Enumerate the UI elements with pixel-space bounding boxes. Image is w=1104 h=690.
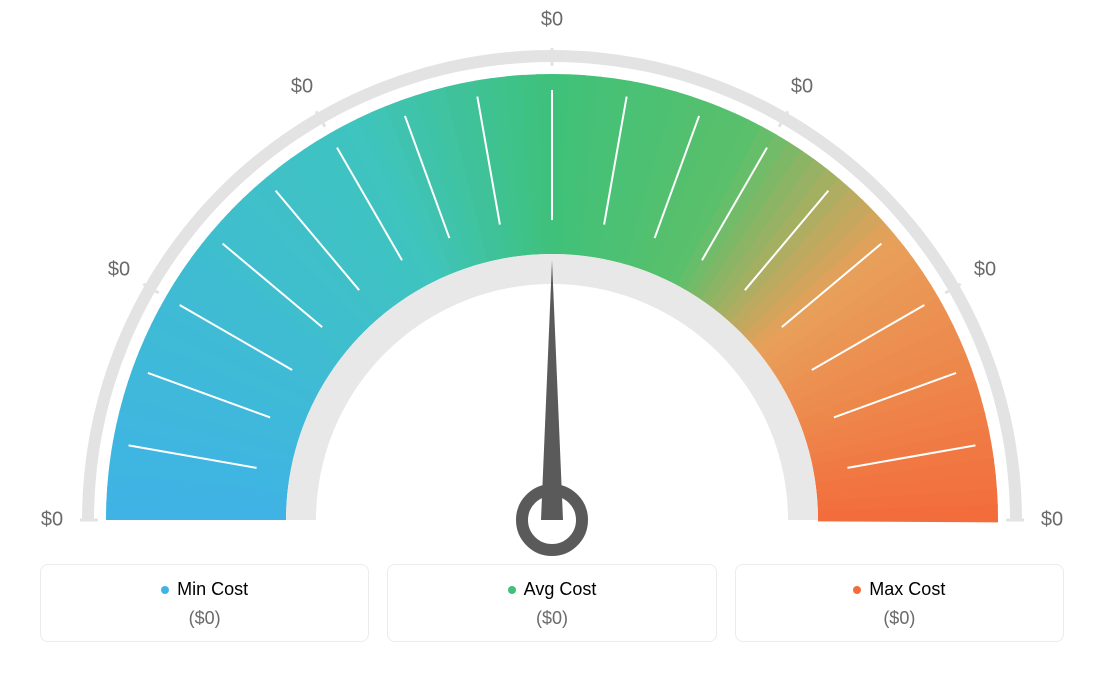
legend-card-min: Min Cost ($0): [40, 564, 369, 642]
dot-icon: [161, 586, 169, 594]
svg-text:$0: $0: [974, 258, 996, 280]
svg-text:$0: $0: [108, 258, 130, 280]
legend-text-max: Max Cost: [869, 579, 945, 600]
svg-text:$0: $0: [541, 8, 563, 30]
gauge-chart: $0 $0 $0 $0 $0 $0 $0: [0, 0, 1104, 560]
legend-text-avg: Avg Cost: [524, 579, 597, 600]
svg-text:$0: $0: [1041, 508, 1063, 530]
legend-label-avg: Avg Cost: [508, 579, 597, 600]
svg-text:$0: $0: [791, 75, 813, 97]
legend-label-max: Max Cost: [853, 579, 945, 600]
legend-value-avg: ($0): [398, 608, 705, 629]
dot-icon: [508, 586, 516, 594]
legend-value-min: ($0): [51, 608, 358, 629]
svg-text:$0: $0: [41, 508, 63, 530]
legend-text-min: Min Cost: [177, 579, 248, 600]
legend-label-min: Min Cost: [161, 579, 248, 600]
svg-text:$0: $0: [291, 75, 313, 97]
legend-value-max: ($0): [746, 608, 1053, 629]
gauge-svg: $0 $0 $0 $0 $0 $0 $0: [0, 0, 1104, 560]
legend-card-avg: Avg Cost ($0): [387, 564, 716, 642]
legend-card-max: Max Cost ($0): [735, 564, 1064, 642]
dot-icon: [853, 586, 861, 594]
legend-row: Min Cost ($0) Avg Cost ($0) Max Cost ($0…: [0, 564, 1104, 642]
